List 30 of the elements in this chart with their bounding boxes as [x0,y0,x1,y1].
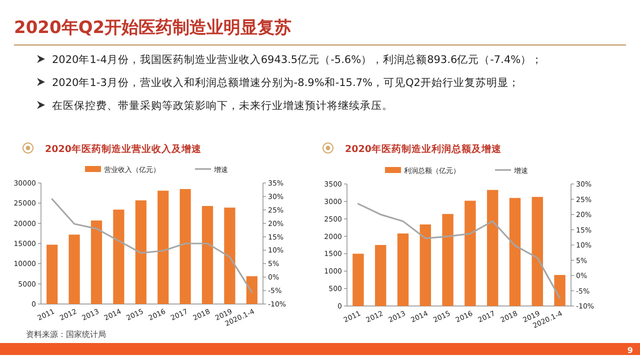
chart-title: 2020年医药制造业利润总额及增速 [345,143,502,155]
text: 2020年Q2开始医药制造业明显复苏 [14,18,292,38]
bar [135,200,146,304]
bar [180,189,191,304]
bar [509,198,521,306]
bar [158,190,169,304]
bar [375,245,386,306]
bar [487,190,498,306]
line-series [51,198,253,293]
bar [352,254,364,306]
bar [554,274,566,306]
bar [224,208,236,304]
bar [246,276,258,304]
bar [202,206,214,304]
bar [46,244,58,304]
text: 2020年1-3月份，营业收入和利润总额增速分别为-8.9%和-15.7%，可见Q2开始行业复苏明显； [52,76,520,89]
bar [113,210,124,304]
text: 9 [627,346,634,355]
text: 资料来源：国家统计局 [26,330,106,339]
bar [420,224,431,306]
chart-title: 2020年医药制造业营业收入及增速 [45,143,202,155]
bar [90,220,102,304]
text: 在医保控费、带量采购等政策影响下，未来行业增速预计将继续承压。 [52,99,393,112]
bar [532,196,543,306]
text: 2020年1-4月份，我国医药制造业营业收入6943.5亿元（-5.6%），利润总额893.6亿元（-7.4%）； [52,53,543,66]
bar [397,233,409,306]
bar [68,234,80,304]
bar [442,214,454,306]
line-series [357,203,561,299]
bar [464,200,476,306]
